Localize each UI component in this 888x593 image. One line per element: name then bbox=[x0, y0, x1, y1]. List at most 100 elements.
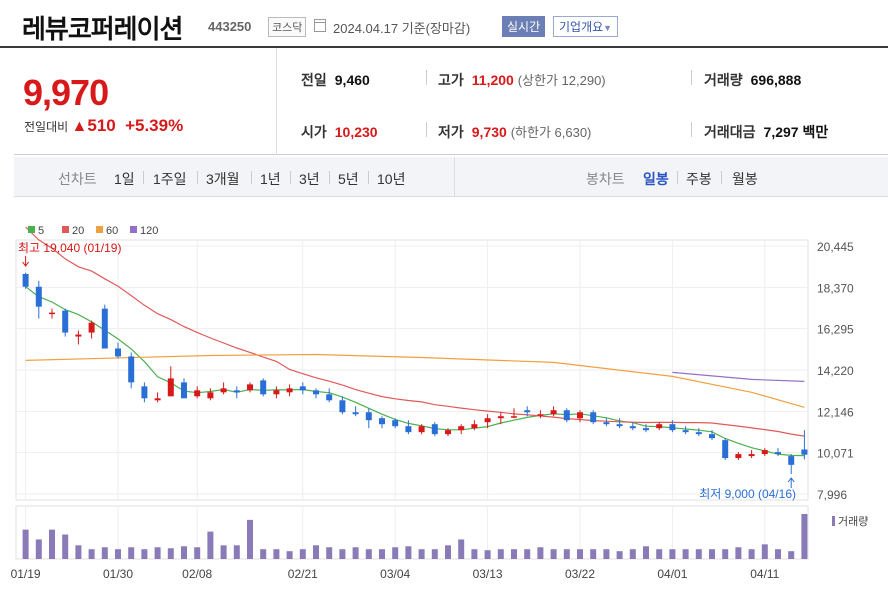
stock-name: 레뷰코퍼레이션 bbox=[22, 14, 183, 44]
volume: 거래량 696,888 bbox=[704, 72, 802, 88]
volume-bar bbox=[484, 550, 491, 559]
candle-body bbox=[445, 430, 451, 435]
candle-body bbox=[233, 390, 240, 393]
volume-bar bbox=[49, 529, 55, 559]
legend-swatch bbox=[62, 226, 69, 233]
candle-body bbox=[669, 424, 676, 431]
volume-bar bbox=[775, 549, 781, 559]
period-1w[interactable]: 1주일 bbox=[153, 171, 187, 187]
candlestick-chart[interactable]: 20,445 18,370 16,295 14,220 12,146 10,071 7,99… bbox=[0, 222, 888, 593]
volume-bar bbox=[35, 539, 42, 559]
volume-bar bbox=[392, 547, 399, 559]
volume-bar bbox=[22, 529, 29, 559]
separator bbox=[329, 171, 330, 184]
ma20-line bbox=[25, 226, 805, 437]
y-tick-label: 10,071 bbox=[817, 447, 854, 461]
candle-body bbox=[115, 348, 121, 357]
volume-bar bbox=[101, 547, 108, 559]
legend-label: 60 bbox=[106, 225, 118, 237]
candle-body bbox=[22, 273, 29, 287]
candle-body bbox=[326, 394, 333, 401]
ma60-line bbox=[25, 353, 805, 408]
period-weekly[interactable]: 주봉 bbox=[686, 171, 712, 187]
volume-bar bbox=[299, 549, 306, 559]
period-10y[interactable]: 10년 bbox=[377, 171, 406, 187]
x-tick-label: 03/04 bbox=[380, 567, 410, 581]
separator bbox=[721, 171, 722, 184]
volume-bar bbox=[722, 549, 729, 559]
candle-chart-label: 봉차트 bbox=[586, 171, 625, 187]
candle-body bbox=[616, 424, 623, 427]
x-tick-label: 04/01 bbox=[657, 567, 687, 581]
change-value: 510 bbox=[87, 116, 116, 135]
change-row: 전일대비 ▲510 +5.39% bbox=[24, 116, 183, 136]
calendar-icon bbox=[314, 19, 326, 32]
volume-bar bbox=[761, 544, 768, 559]
candle-body bbox=[484, 418, 491, 423]
separator bbox=[426, 122, 427, 137]
volume-bar bbox=[233, 545, 240, 559]
current-price: 9,970 bbox=[23, 72, 109, 113]
period-daily[interactable]: 일봉 bbox=[643, 171, 669, 187]
volume-bar bbox=[748, 549, 755, 559]
candle-body bbox=[88, 322, 95, 333]
separator bbox=[251, 171, 252, 184]
period-5y[interactable]: 5년 bbox=[338, 171, 359, 187]
separator bbox=[426, 70, 427, 85]
company-overview-button[interactable]: 기업개요▼ bbox=[553, 16, 619, 37]
period-1y[interactable]: 1년 bbox=[260, 171, 281, 187]
volume-bar bbox=[788, 551, 795, 559]
candle-body bbox=[603, 422, 610, 425]
realtime-button[interactable]: 실시간 bbox=[502, 16, 546, 37]
volume-bar bbox=[656, 549, 663, 559]
candle-body bbox=[748, 454, 755, 457]
candle-body bbox=[273, 390, 280, 395]
candle-body bbox=[194, 390, 201, 397]
y-tick-label: 16,295 bbox=[817, 323, 854, 337]
volume-bar bbox=[365, 549, 372, 559]
x-tick-label: 01/19 bbox=[11, 567, 41, 581]
x-tick-label: 03/22 bbox=[565, 567, 595, 581]
separator bbox=[290, 171, 291, 184]
low-price: 저가 9,730 (하한가 6,630) bbox=[438, 124, 592, 140]
volume-bar bbox=[326, 547, 333, 559]
candle-body bbox=[379, 418, 385, 425]
candle-body bbox=[365, 412, 372, 421]
candle-body bbox=[801, 449, 808, 455]
candle-body bbox=[497, 416, 504, 419]
volume-bar bbox=[154, 547, 161, 559]
period-3m[interactable]: 3개월 bbox=[206, 171, 240, 187]
volume-bar bbox=[313, 545, 319, 559]
high-annotation: 최고 19,040 (01/19) bbox=[18, 241, 121, 255]
low-arrow-icon bbox=[787, 477, 795, 488]
separator bbox=[677, 171, 678, 184]
candle-body bbox=[656, 424, 663, 429]
period-monthly[interactable]: 월봉 bbox=[732, 171, 758, 187]
x-tick-label: 01/30 bbox=[103, 567, 133, 581]
toolbar-divider bbox=[454, 157, 455, 197]
volume-bar bbox=[88, 549, 95, 559]
candle-body bbox=[431, 424, 438, 435]
y-tick-label: 14,220 bbox=[817, 364, 854, 378]
volume-bar bbox=[603, 549, 610, 559]
candle-body bbox=[577, 412, 583, 419]
volume-legend-swatch bbox=[832, 516, 835, 526]
candle-body bbox=[286, 388, 293, 393]
period-3y[interactable]: 3년 bbox=[299, 171, 320, 187]
candle-body bbox=[299, 386, 306, 391]
open-price: 시가 10,230 bbox=[301, 124, 378, 140]
legend-swatch bbox=[96, 226, 103, 233]
candle-body bbox=[49, 312, 55, 315]
candle-body bbox=[537, 414, 544, 416]
volume-bar bbox=[524, 549, 531, 559]
volume-bar bbox=[669, 549, 676, 559]
volume-bar bbox=[339, 549, 346, 559]
candle-body bbox=[220, 388, 227, 393]
candle-body bbox=[775, 452, 781, 455]
volume-bar bbox=[273, 549, 280, 559]
volume-bar bbox=[445, 545, 451, 559]
x-tick-label: 03/13 bbox=[473, 567, 503, 581]
quote-date: 2024.04.17 기준(장마감) bbox=[333, 21, 471, 36]
period-1d[interactable]: 1일 bbox=[114, 171, 135, 187]
volume-bar bbox=[471, 549, 478, 559]
